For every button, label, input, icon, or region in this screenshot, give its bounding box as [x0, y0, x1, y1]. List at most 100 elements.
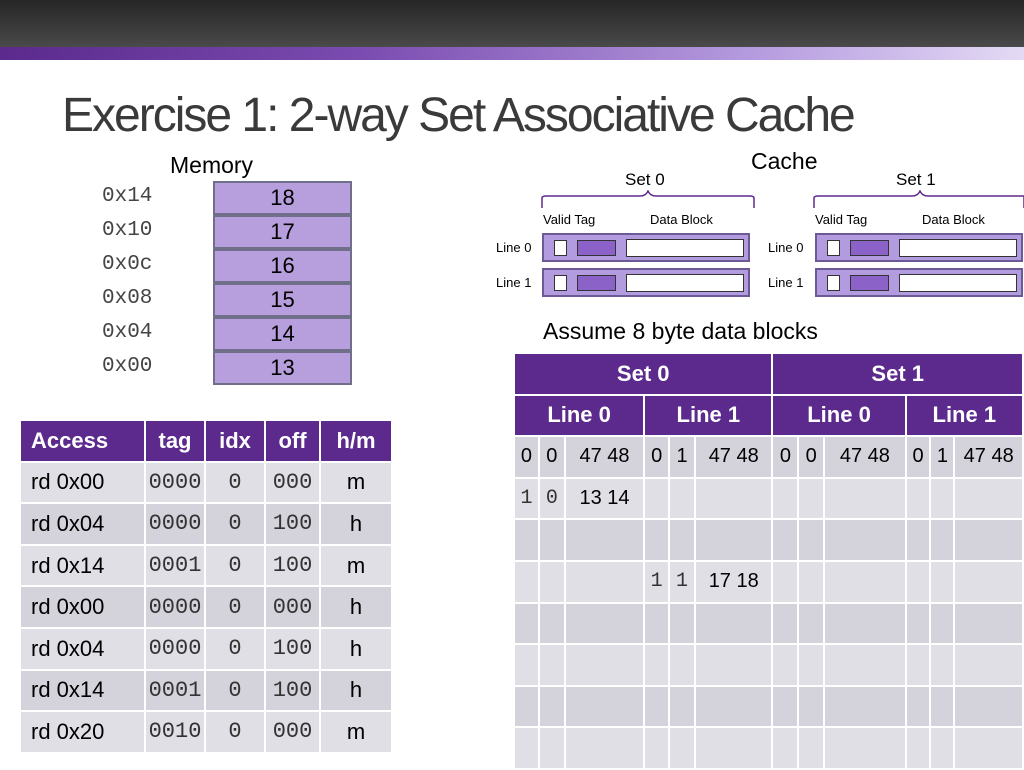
- slide-title: Exercise 1: 2-way Set Associative Cache: [62, 89, 856, 142]
- hm-cell: m: [319, 543, 393, 588]
- off-cell: 000: [264, 460, 321, 505]
- tag-cell: 0000: [144, 626, 206, 671]
- access-cell: rd 0x20: [19, 710, 146, 754]
- tag-cell: 1: [668, 559, 696, 604]
- idx-cell: 0: [204, 543, 266, 588]
- off-cell: 100: [264, 502, 321, 546]
- data-cell: 17 18: [693, 559, 774, 604]
- hm-cell: m: [319, 460, 393, 505]
- cell: 1: [929, 435, 956, 479]
- access-cell: rd 0x00: [19, 585, 146, 629]
- line-header: Line 0: [512, 393, 646, 438]
- off-cell: 100: [264, 543, 321, 588]
- access-cell: rd 0x14: [19, 543, 146, 588]
- off-cell: 100: [264, 668, 321, 713]
- data-block-box: [899, 274, 1017, 292]
- memory-cell: 14: [213, 317, 352, 351]
- header-access: Access: [19, 419, 146, 463]
- valid-bit-box: [554, 240, 567, 256]
- table-row: rd 0x04 0000 0 100 h: [19, 502, 393, 546]
- hm-cell: h: [319, 626, 393, 671]
- idx-cell: 0: [204, 668, 266, 713]
- hm-cell: h: [319, 585, 393, 629]
- data-block-box: [626, 239, 744, 257]
- data-block-box: [626, 274, 744, 292]
- set1-brace: [813, 190, 1024, 208]
- memory-cell: 15: [213, 283, 352, 317]
- assume-note: Assume 8 byte data blocks: [543, 318, 818, 344]
- set0-label: Set 0: [625, 170, 665, 189]
- table-row: rd 0x14 0001 0 100 h: [19, 668, 393, 713]
- line1-label: Line 1: [768, 275, 804, 290]
- idx-cell: 0: [204, 502, 266, 546]
- off-cell: 000: [264, 585, 321, 629]
- memory-cell: 16: [213, 249, 352, 283]
- hm-cell: h: [319, 668, 393, 713]
- table-row: 0 0 47 48 0 1 47 48 0 0 47 48 0 1 47 48: [513, 435, 1024, 479]
- cell: 0: [537, 435, 566, 479]
- valid-cell: 1: [643, 559, 671, 604]
- idx-cell: 0: [204, 585, 266, 629]
- table-header-row: Access tag idx off h/m: [19, 419, 393, 463]
- cell: 47 48: [953, 435, 1024, 479]
- table-row: rd 0x04 0000 0 100 h: [19, 626, 393, 671]
- valid-tag-header: Valid Tag: [543, 212, 596, 227]
- tag-cell: 0000: [144, 585, 206, 629]
- tag-box: [850, 240, 889, 256]
- valid-tag-header: Valid Tag: [815, 212, 868, 227]
- access-cell: rd 0x00: [19, 460, 146, 505]
- cell: 0: [904, 435, 932, 479]
- line-header-row: Line 0 Line 1 Line 0 Line 1: [512, 393, 1024, 438]
- table-row: [513, 518, 1024, 562]
- cell: 0: [797, 435, 826, 479]
- table-row: rd 0x00 0000 0 000 m: [19, 460, 393, 505]
- memory-cell: 18: [213, 181, 352, 215]
- memory-address: 0x04: [102, 321, 153, 344]
- idx-cell: 0: [204, 626, 266, 671]
- header-off: off: [264, 419, 321, 463]
- cell: 47 48: [563, 435, 646, 479]
- line0-label: Line 0: [768, 240, 804, 255]
- table-row: 1 1 17 18: [513, 559, 1024, 604]
- line-header: Line 1: [904, 393, 1024, 438]
- cell: 0: [771, 435, 800, 479]
- table-row: rd 0x20 0010 0 000 m: [19, 710, 393, 754]
- tag-box: [577, 240, 616, 256]
- cache-line-set0-line0: [542, 233, 750, 262]
- memory-address: 0x0c: [102, 253, 153, 276]
- tag-box: [850, 275, 889, 291]
- table-row: rd 0x00 0000 0 000 h: [19, 585, 393, 629]
- table-row: [513, 726, 1024, 770]
- access-cell: rd 0x04: [19, 626, 146, 671]
- tag-cell: 0001: [144, 668, 206, 713]
- cell: 0: [513, 435, 540, 479]
- memory-label: Memory: [170, 152, 254, 178]
- top-bar: [0, 0, 1024, 47]
- valid-bit-box: [554, 275, 567, 291]
- memory-cell: 17: [213, 215, 352, 249]
- set1-header: Set 1: [771, 352, 1024, 396]
- set-header-row: Set 0 Set 1: [512, 352, 1024, 396]
- tag-cell: 0000: [144, 460, 206, 505]
- memory-address: 0x00: [102, 355, 153, 378]
- valid-bit-box: [827, 240, 840, 256]
- cell: 47 48: [693, 435, 774, 479]
- access-cell: rd 0x04: [19, 502, 146, 546]
- tag-box: [577, 275, 616, 291]
- table-row: [513, 684, 1024, 729]
- cache-line-set0-line1: [542, 268, 750, 297]
- table-row: rd 0x14 0001 0 100 m: [19, 543, 393, 588]
- accent-bar: [0, 47, 1024, 60]
- memory-address: 0x14: [102, 185, 153, 208]
- memory-address: 0x08: [102, 287, 153, 310]
- data-block-header: Data Block: [650, 212, 713, 227]
- tag-cell: 0010: [144, 710, 206, 754]
- data-block-header: Data Block: [922, 212, 985, 227]
- memory-cell: 13: [213, 351, 352, 385]
- valid-bit-box: [827, 275, 840, 291]
- set0-brace: [541, 190, 755, 208]
- line0-label: Line 0: [496, 240, 532, 255]
- line-header: Line 1: [643, 393, 774, 438]
- set1-label: Set 1: [896, 170, 936, 189]
- access-table: Access tag idx off h/m rd 0x00 0000 0 00…: [19, 419, 393, 754]
